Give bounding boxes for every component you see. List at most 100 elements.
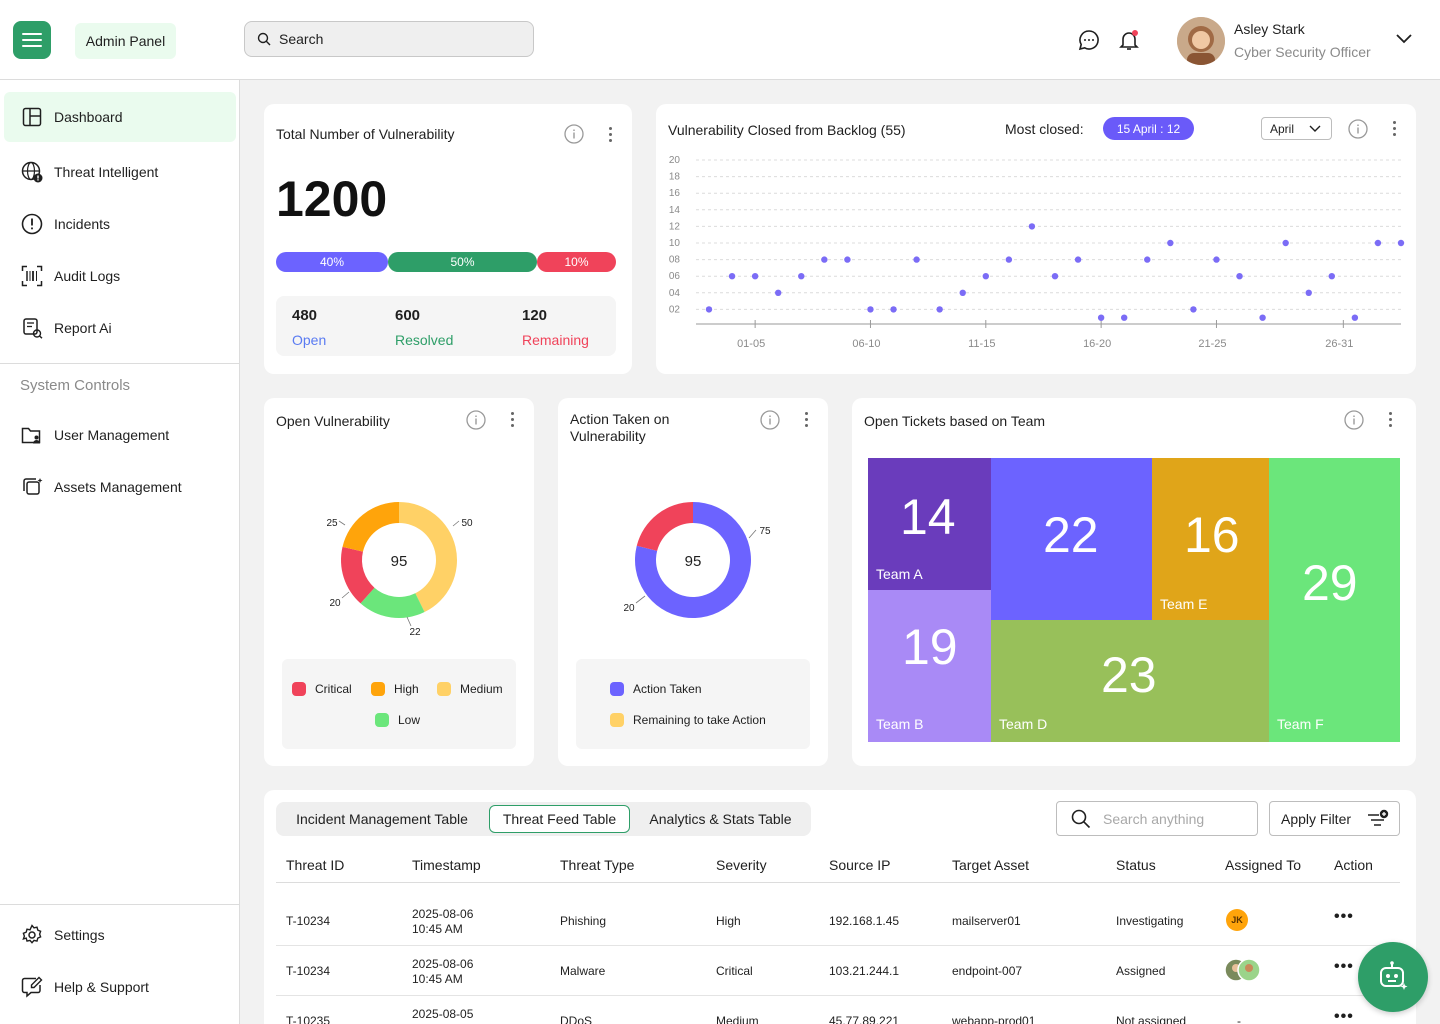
treemap-cell-team-d[interactable]: 23 Team D <box>991 620 1269 742</box>
column-header[interactable]: Status <box>1116 857 1156 873</box>
legend-label: Critical <box>315 682 352 696</box>
row-actions-button[interactable]: ••• <box>1334 1008 1354 1024</box>
sidebar-item-incidents[interactable]: Incidents <box>4 199 236 249</box>
treemap-cell-team-a[interactable]: 14 Team A <box>868 458 991 590</box>
donut-slice <box>342 502 399 552</box>
info-icon[interactable] <box>466 410 486 430</box>
column-header[interactable]: Threat Type <box>560 857 635 873</box>
user-folder-icon <box>20 423 44 447</box>
y-tick-label: 12 <box>669 221 681 232</box>
legend-swatch <box>610 713 624 727</box>
assets-icon <box>20 475 44 499</box>
avatar[interactable] <box>1177 17 1225 65</box>
more-menu-icon[interactable] <box>608 127 612 143</box>
donut-slice <box>360 587 425 618</box>
treemap-label: Team A <box>876 566 923 582</box>
row-actions-button[interactable]: ••• <box>1334 908 1354 925</box>
donut-slice-label: 20 <box>623 603 635 614</box>
sidebar-item-dashboard[interactable]: Dashboard <box>4 92 236 142</box>
sidebar-divider <box>0 363 240 364</box>
sidebar-item-threat-intelligent[interactable]: Threat Intelligent <box>4 147 236 197</box>
more-menu-icon[interactable] <box>1392 121 1396 137</box>
column-header[interactable]: Action <box>1334 857 1373 873</box>
scatter-point <box>1121 314 1128 321</box>
donut-slice-label: 22 <box>409 627 421 638</box>
apply-filter-button[interactable]: Apply Filter <box>1269 801 1400 836</box>
column-header[interactable]: Assigned To <box>1225 857 1302 873</box>
cell-source-ip: 103.21.244.1 <box>829 964 900 978</box>
x-tick-label: 11-15 <box>968 338 995 350</box>
y-tick-label: 02 <box>669 304 681 315</box>
table-row[interactable]: T-10234 2025-08-06 10:45 AM Malware Crit… <box>276 946 1400 996</box>
total-vulnerability-card: Total Number of Vulnerability 1200 40% 5… <box>264 104 632 374</box>
ai-assistant-button[interactable] <box>1358 942 1428 1012</box>
cell-threat-id: T-10235 <box>286 1014 331 1024</box>
sidebar-item-assets-management[interactable]: Assets Management <box>4 462 236 512</box>
total-vulnerability-value: 1200 <box>276 171 388 227</box>
table-search[interactable] <box>1056 801 1258 836</box>
top-header: Admin Panel Asley Stark Cyber Security O… <box>0 0 1440 80</box>
action-taken-legend: Action Taken Remaining to take Action <box>576 659 810 749</box>
search-input[interactable] <box>279 31 509 47</box>
header-divider <box>276 882 1400 883</box>
row-actions-button[interactable]: ••• <box>1334 958 1354 975</box>
stat-remaining-label: Remaining <box>522 332 589 348</box>
treemap-cell-team-b[interactable]: 19 Team B <box>868 590 991 742</box>
column-header[interactable]: Threat ID <box>286 857 345 873</box>
legend-medium: Medium <box>437 682 503 696</box>
tab-threat-feed[interactable]: Threat Feed Table <box>489 805 630 833</box>
report-ai-icon <box>20 316 44 340</box>
info-icon[interactable] <box>564 124 584 144</box>
global-search[interactable] <box>244 21 534 57</box>
y-tick-label: 16 <box>669 188 681 199</box>
bell-icon[interactable] <box>1117 28 1141 52</box>
donut-slice-label: 75 <box>759 526 771 537</box>
column-header[interactable]: Timestamp <box>412 857 481 873</box>
info-icon[interactable] <box>760 410 780 430</box>
tab-incident-management[interactable]: Incident Management Table <box>296 811 468 827</box>
more-menu-icon[interactable] <box>510 412 514 428</box>
sidebar-item-user-management[interactable]: User Management <box>4 410 236 460</box>
column-header[interactable]: Severity <box>716 857 767 873</box>
chat-icon[interactable] <box>1077 28 1101 52</box>
sidebar-item-label: Help & Support <box>54 979 149 995</box>
hamburger-menu-button[interactable] <box>13 21 51 59</box>
chevron-down-icon[interactable] <box>1395 33 1413 45</box>
month-select[interactable]: April <box>1261 117 1332 140</box>
sidebar-item-report-ai[interactable]: Report Ai <box>4 303 236 353</box>
y-tick-label: 04 <box>669 288 681 299</box>
gear-icon <box>20 923 44 947</box>
more-menu-icon[interactable] <box>1388 412 1392 428</box>
column-header[interactable]: Target Asset <box>952 857 1030 873</box>
chevron-down-icon <box>1309 125 1321 132</box>
stat-resolved-value: 600 <box>395 307 421 324</box>
x-tick-label: 01-05 <box>737 338 765 350</box>
treemap-value: 16 <box>1184 507 1240 563</box>
month-select-value: April <box>1270 121 1295 136</box>
info-icon[interactable] <box>1348 119 1368 139</box>
tab-analytics-stats[interactable]: Analytics & Stats Table <box>649 811 792 827</box>
treemap-label: Team B <box>876 716 924 732</box>
segment-remaining: 10% <box>537 252 616 272</box>
help-edit-icon <box>20 975 44 999</box>
scatter-point <box>1074 256 1082 263</box>
dashboard-icon <box>20 105 44 129</box>
assignee-avatar[interactable]: JK <box>1226 909 1248 931</box>
info-icon[interactable] <box>1344 410 1364 430</box>
table-row[interactable]: T-10234 2025-08-06 10:45 AM Phishing Hig… <box>276 896 1400 946</box>
table-search-input[interactable] <box>1103 810 1253 827</box>
sidebar-item-settings[interactable]: Settings <box>4 910 236 960</box>
column-header[interactable]: Source IP <box>829 857 891 873</box>
sidebar-item-audit-logs[interactable]: Audit Logs <box>4 251 236 301</box>
treemap-cell-team-c[interactable]: 22 <box>991 458 1152 620</box>
threat-table-card: Incident Management Table Threat Feed Ta… <box>264 790 1416 1024</box>
most-closed-label: Most closed: <box>1005 121 1084 137</box>
sidebar-item-help-support[interactable]: Help & Support <box>4 962 236 1012</box>
treemap-cell-team-f[interactable]: 29 Team F <box>1269 458 1400 742</box>
legend-swatch <box>610 682 624 696</box>
treemap-cell-team-e[interactable]: 16 Team E <box>1152 458 1269 620</box>
x-tick-label: 16-20 <box>1083 338 1111 350</box>
more-menu-icon[interactable] <box>804 412 808 428</box>
table-row[interactable]: T-10235 2025-08-05 DDoS Medium 45.77.89.… <box>276 996 1400 1024</box>
assignee-avatars-icon[interactable] <box>1224 958 1264 984</box>
